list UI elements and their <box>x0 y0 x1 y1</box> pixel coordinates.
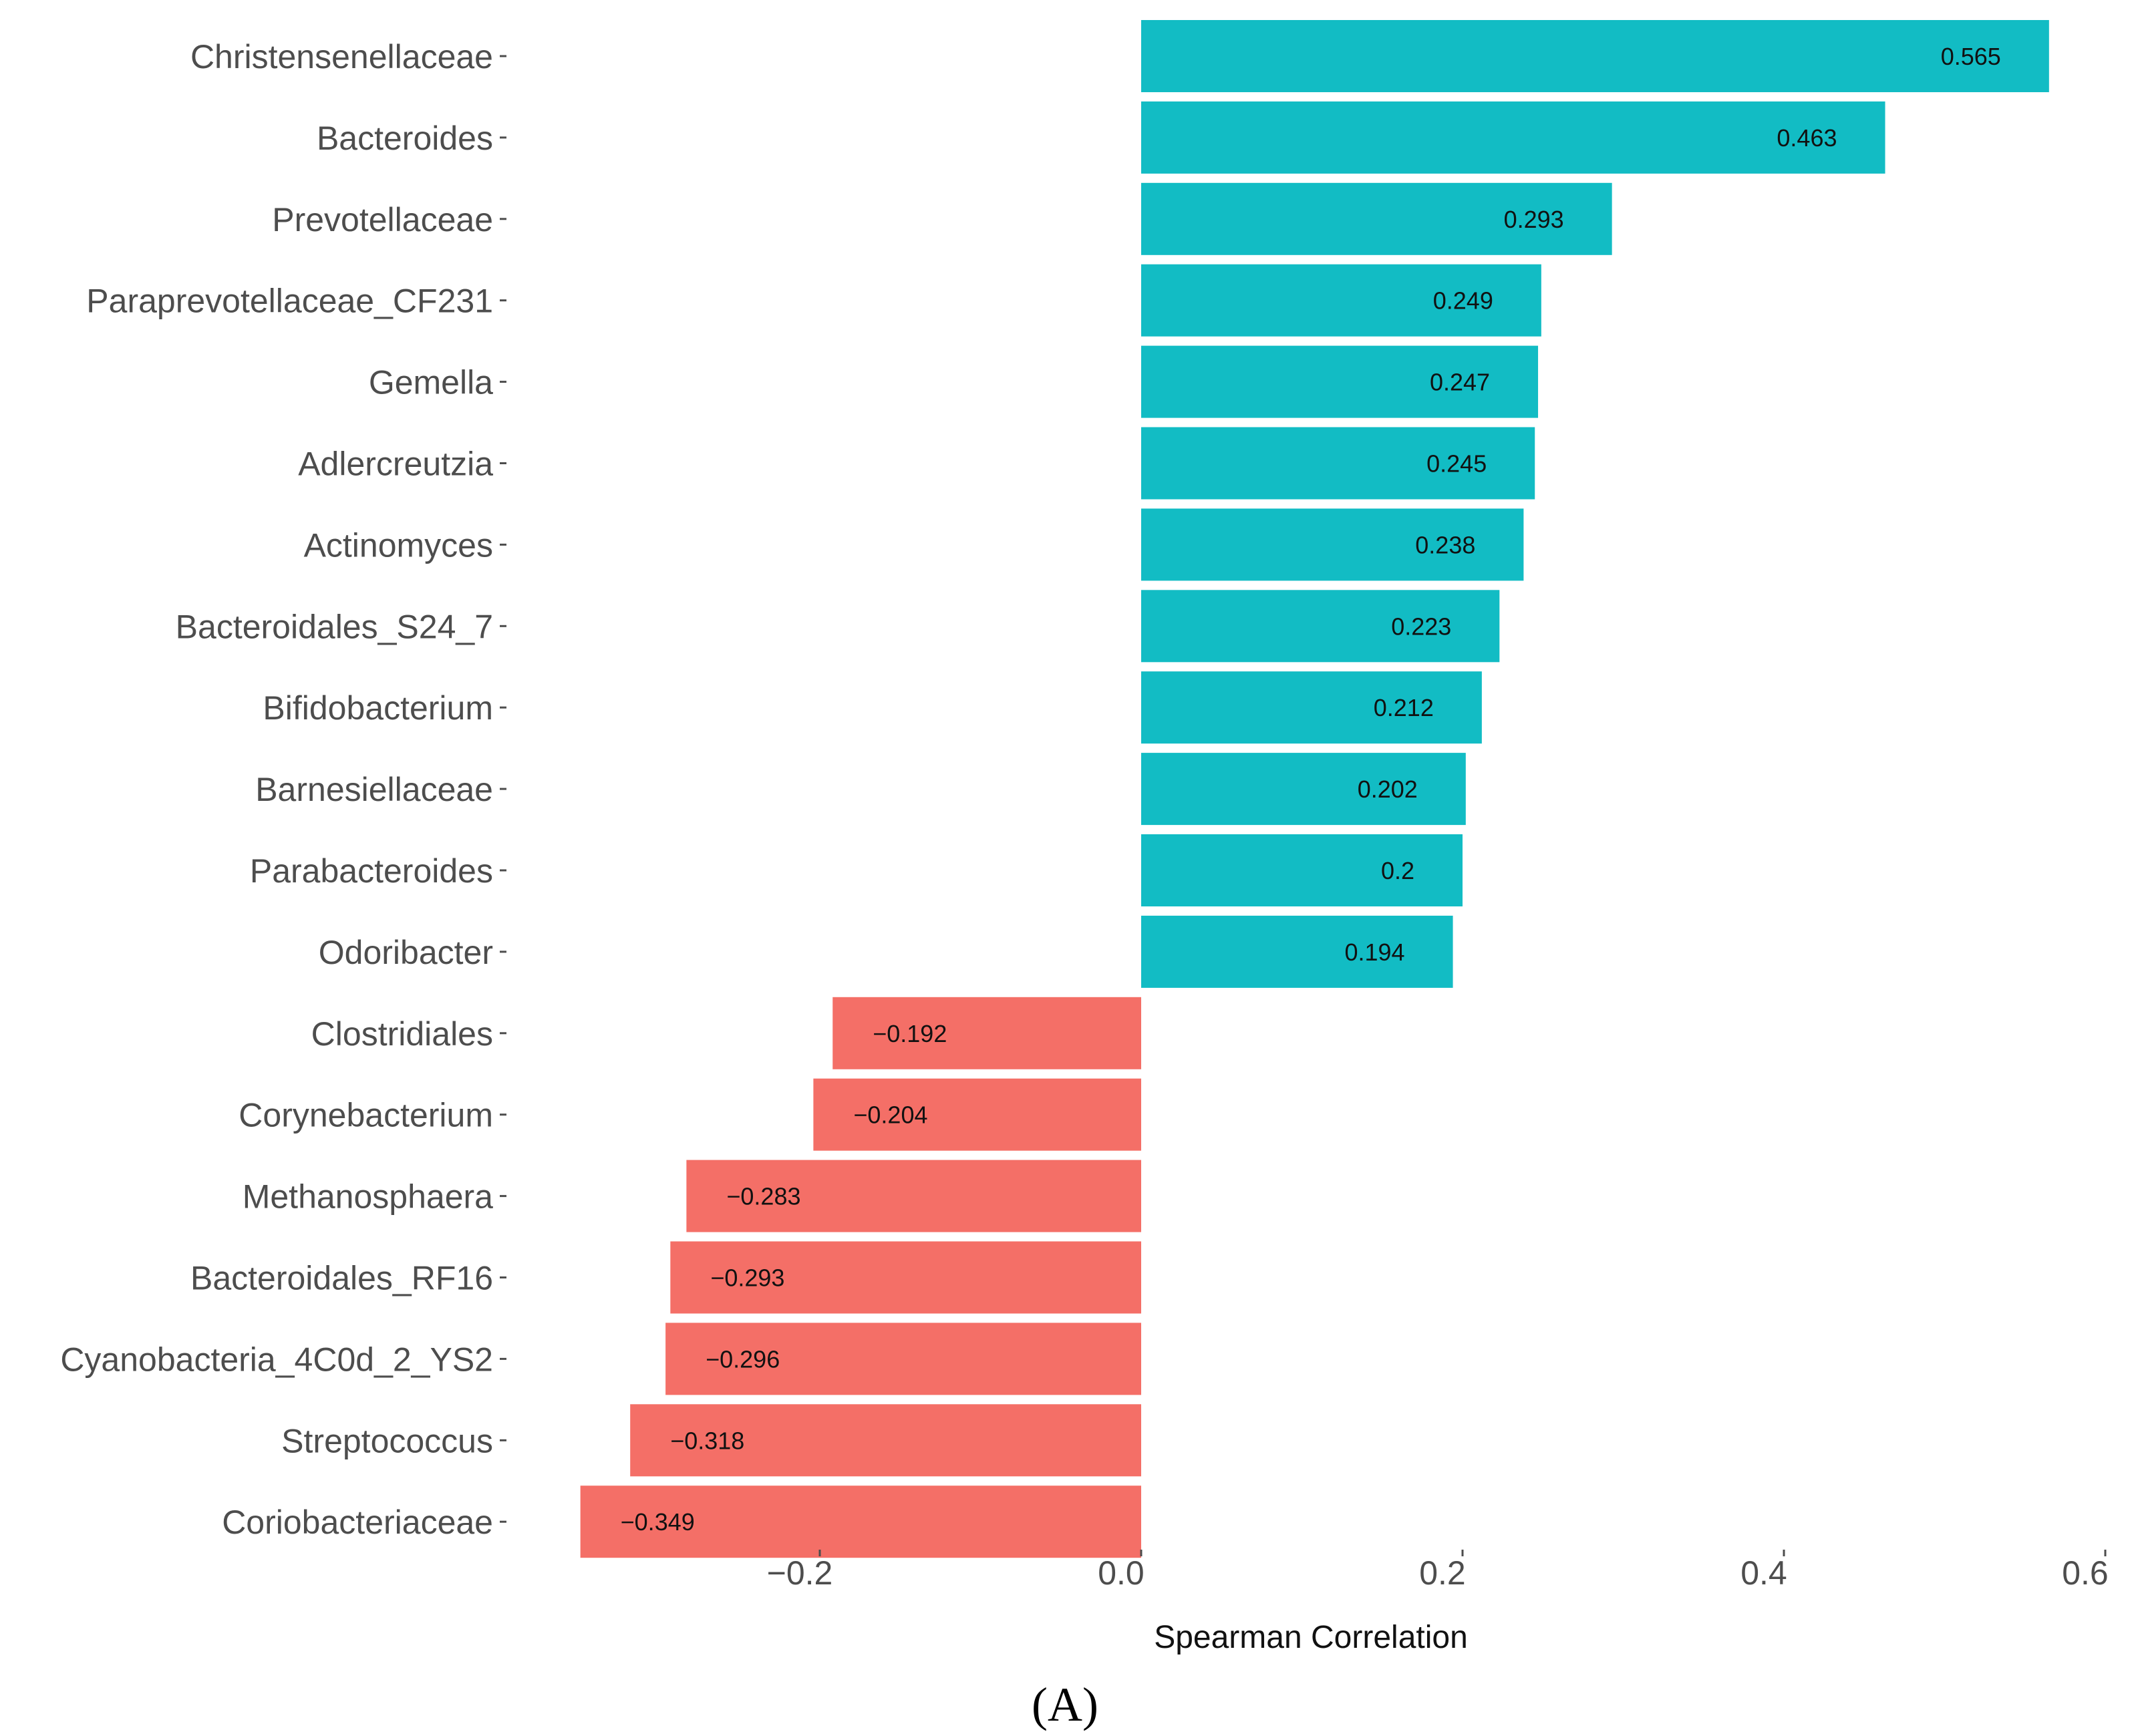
value-label: 0.223 <box>1391 613 1451 640</box>
bar-corynebacterium <box>813 1078 1141 1151</box>
bar-odoribacter <box>1141 915 1453 988</box>
x-tick-label: 0.6 <box>2062 1554 2109 1592</box>
bar-prevotellaceae <box>1141 182 1612 255</box>
value-label: 0.565 <box>1941 43 2001 70</box>
category-label: Christensenellaceae <box>190 38 493 75</box>
value-label: 0.245 <box>1426 450 1487 478</box>
category-label: Adlercreutzia <box>298 446 493 483</box>
bar-clostridiales <box>832 997 1141 1069</box>
value-label: 0.2 <box>1381 857 1414 884</box>
bar-actinomyces <box>1141 508 1524 581</box>
category-label: Streptococcus <box>281 1422 493 1459</box>
bar-methanosphaera <box>686 1160 1141 1232</box>
category-label: Coriobacteriaceae <box>222 1504 493 1541</box>
value-label: 0.247 <box>1430 369 1490 396</box>
category-label: Bacteroidales_RF16 <box>190 1260 493 1297</box>
x-axis: −0.2 0.0 0.2 0.4 0.6 <box>767 1550 2109 1592</box>
category-label: Odoribacter <box>319 934 493 971</box>
value-label: 0.249 <box>1433 287 1493 315</box>
category-label: Cyanobacteria_4C0d_2_YS2 <box>60 1341 493 1378</box>
value-label: −0.296 <box>706 1345 780 1373</box>
category-labels: Christensenellaceae Bacteroides Prevotella… <box>60 38 506 1541</box>
category-label: Bifidobacterium <box>263 689 493 727</box>
value-label: 0.194 <box>1344 938 1404 966</box>
category-label: Corynebacterium <box>239 1097 493 1134</box>
bar-streptococcus <box>630 1404 1141 1477</box>
bar-bacteroides <box>1141 101 1885 174</box>
value-label: −0.192 <box>873 1020 947 1047</box>
bar-christensenellaceae <box>1141 20 2049 92</box>
bar-cyanobacteria-4c0d-2-ys2 <box>665 1323 1141 1395</box>
value-label: −0.349 <box>621 1508 695 1536</box>
value-label: 0.463 <box>1777 124 1837 152</box>
bar-bifidobacterium <box>1141 671 1482 744</box>
x-tick-label: 0.4 <box>1740 1554 1787 1592</box>
category-label: Actinomyces <box>304 526 493 564</box>
value-label: −0.318 <box>670 1427 744 1454</box>
value-label: −0.293 <box>710 1264 784 1292</box>
value-label: 0.293 <box>1504 206 1564 233</box>
x-axis-title: Spearman Correlation <box>1154 1620 1468 1655</box>
bar-bacteroidales-s24-7 <box>1141 590 1500 663</box>
panel-label: (A) <box>1032 1678 1098 1731</box>
category-label: Clostridiales <box>311 1015 493 1053</box>
x-tick-label: −0.2 <box>767 1554 833 1592</box>
category-label: Bacteroides <box>317 120 493 157</box>
bar-gemella <box>1141 345 1539 418</box>
x-tick-label: 0.0 <box>1098 1554 1145 1592</box>
value-label: −0.283 <box>726 1183 800 1210</box>
bar-bacteroidales-rf16 <box>670 1241 1141 1314</box>
value-label: 0.212 <box>1374 694 1434 721</box>
bar-barnesiellaceae <box>1141 753 1466 826</box>
value-label: −0.204 <box>853 1101 927 1129</box>
category-label: Bacteroidales_S24_7 <box>176 608 493 645</box>
category-label: Methanosphaera <box>243 1178 493 1216</box>
category-label: Gemella <box>369 364 493 401</box>
x-tick-label: 0.2 <box>1419 1554 1466 1592</box>
bar-paraprevotellaceae-cf231 <box>1141 264 1541 337</box>
bar-parabacteroides <box>1141 834 1463 906</box>
category-label: Paraprevotellaceae_CF231 <box>86 283 493 320</box>
value-label: 0.202 <box>1358 775 1418 803</box>
category-label: Prevotellaceae <box>272 201 493 238</box>
bar-coriobacteriaceae <box>580 1486 1141 1558</box>
value-label: 0.238 <box>1415 531 1475 558</box>
bars-layer: 0.565 0.463 0.293 0.249 0.247 0.245 0.238 0.223… <box>580 20 2049 1558</box>
category-label: Parabacteroides <box>250 852 493 890</box>
category-label: Barnesiellaceae <box>255 771 493 808</box>
bar-adlercreutzia <box>1141 427 1535 500</box>
